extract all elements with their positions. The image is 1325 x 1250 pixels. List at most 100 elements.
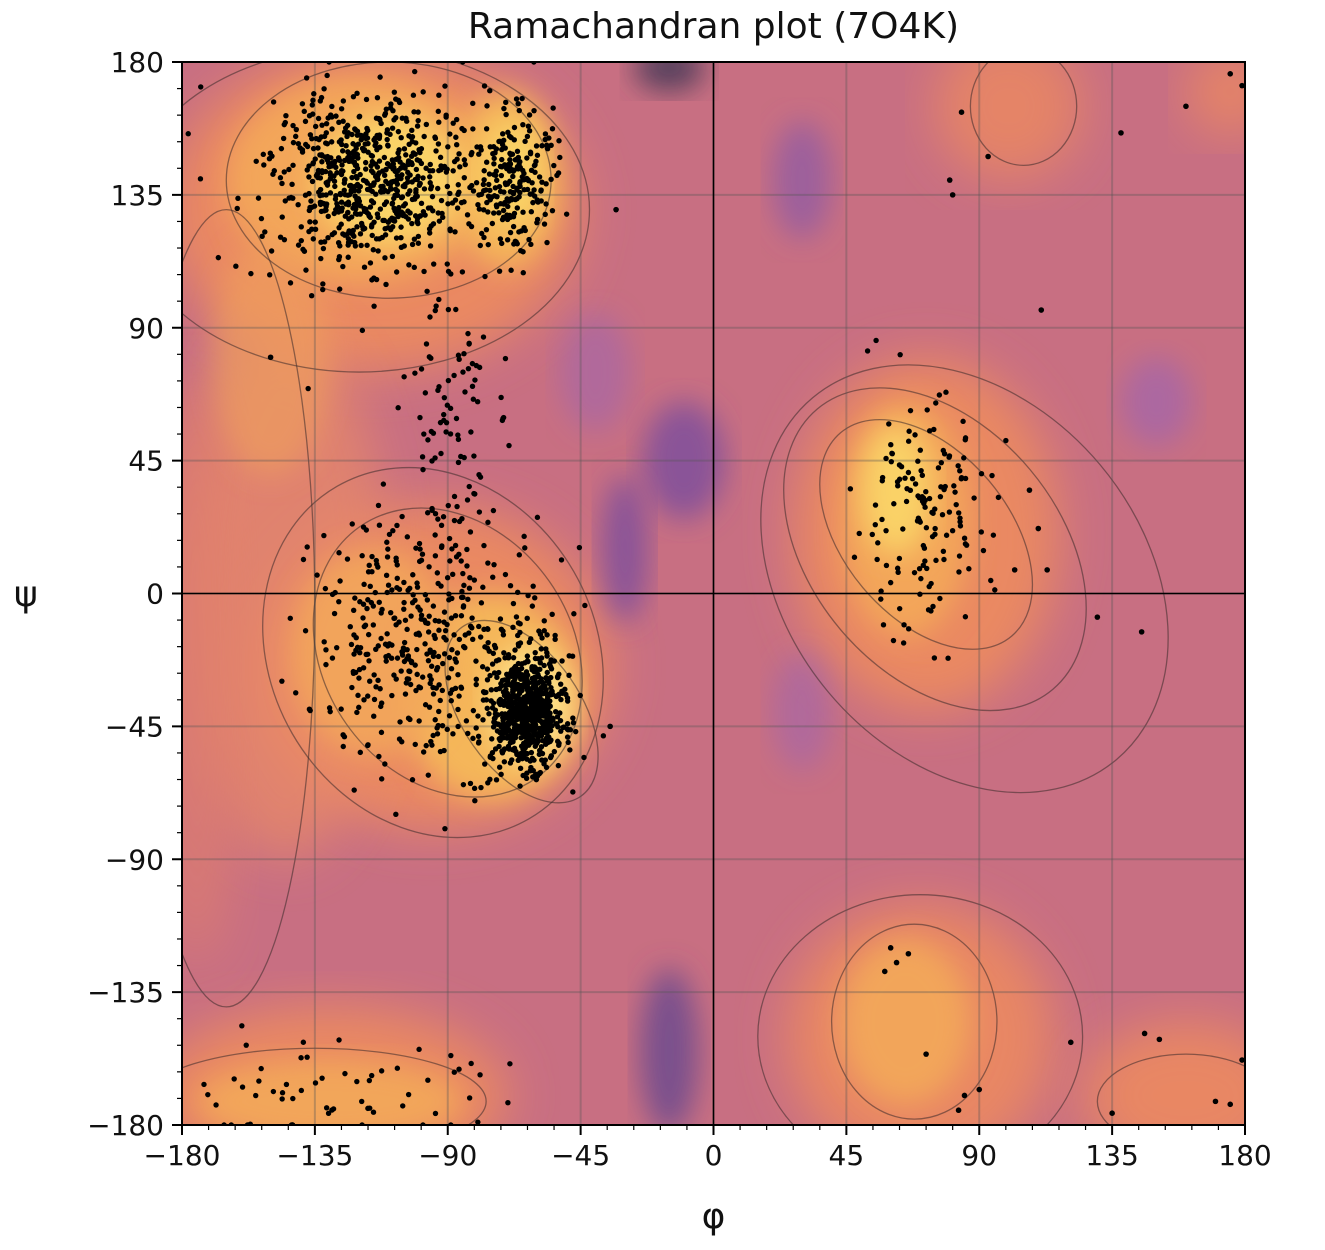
data-point xyxy=(1227,71,1234,77)
data-point xyxy=(447,227,453,234)
data-point xyxy=(536,679,542,686)
data-point xyxy=(253,1092,259,1099)
data-point xyxy=(341,157,348,164)
data-point xyxy=(466,483,472,490)
data-point xyxy=(462,389,468,395)
data-point xyxy=(1094,614,1101,620)
data-point xyxy=(384,127,391,133)
data-point xyxy=(397,719,403,725)
data-point xyxy=(401,374,407,380)
data-point xyxy=(467,529,474,535)
data-point xyxy=(402,165,408,171)
data-point xyxy=(395,97,402,104)
data-point xyxy=(557,710,563,716)
data-point xyxy=(491,161,497,167)
data-point xyxy=(352,127,359,133)
data-point xyxy=(529,603,536,609)
data-point xyxy=(931,655,938,661)
data-point xyxy=(253,158,259,164)
data-point xyxy=(543,764,550,771)
data-point xyxy=(557,154,563,161)
data-point xyxy=(445,502,451,509)
data-point xyxy=(548,674,554,681)
data-point xyxy=(396,211,402,218)
data-point xyxy=(432,553,439,559)
data-point xyxy=(420,175,426,181)
data-point xyxy=(436,627,442,633)
data-point xyxy=(303,267,309,273)
data-point xyxy=(887,579,894,586)
data-point xyxy=(406,668,412,674)
data-point xyxy=(528,636,534,642)
data-point xyxy=(319,168,325,174)
data-point xyxy=(895,483,901,489)
data-point xyxy=(337,243,343,249)
data-point xyxy=(905,438,912,444)
data-point xyxy=(441,634,447,641)
data-point xyxy=(433,303,439,309)
data-point xyxy=(1003,437,1009,444)
data-point xyxy=(548,684,554,691)
data-point xyxy=(943,389,949,395)
data-point xyxy=(407,585,413,591)
data-point xyxy=(364,605,370,612)
data-point xyxy=(487,88,493,94)
data-point xyxy=(527,149,534,155)
data-point xyxy=(538,646,544,652)
data-point xyxy=(471,490,477,497)
data-point xyxy=(901,622,907,628)
data-point xyxy=(1044,567,1050,573)
data-point xyxy=(521,186,527,193)
data-point xyxy=(517,183,523,190)
data-point xyxy=(427,243,434,249)
data-point xyxy=(366,1077,373,1084)
data-point xyxy=(354,709,360,716)
data-point xyxy=(231,1076,237,1082)
data-point xyxy=(383,658,389,664)
data-point xyxy=(392,615,398,621)
data-point xyxy=(349,231,356,238)
data-point xyxy=(378,1068,385,1074)
data-point xyxy=(531,187,537,193)
data-point xyxy=(481,168,487,174)
data-point xyxy=(468,429,474,435)
data-point xyxy=(480,181,487,188)
data-point xyxy=(432,635,438,642)
data-point xyxy=(501,650,507,656)
data-point xyxy=(966,566,972,572)
data-point xyxy=(962,614,969,620)
data-point xyxy=(923,489,929,495)
data-point xyxy=(370,247,377,253)
data-point xyxy=(420,89,426,95)
data-point xyxy=(316,136,322,143)
data-point xyxy=(905,626,912,632)
data-point xyxy=(453,141,460,148)
data-point xyxy=(369,553,375,560)
data-point xyxy=(461,454,467,461)
data-point xyxy=(354,224,360,230)
data-point xyxy=(365,631,372,638)
data-point xyxy=(394,1065,401,1071)
data-point xyxy=(517,727,524,734)
density-region xyxy=(196,1060,463,1125)
data-point xyxy=(414,123,421,129)
data-point xyxy=(505,1099,511,1106)
data-point xyxy=(485,519,491,526)
data-point xyxy=(902,475,908,481)
data-point xyxy=(917,591,923,597)
data-point xyxy=(514,148,521,155)
data-point xyxy=(345,201,352,208)
data-point xyxy=(281,169,287,175)
data-point xyxy=(449,546,455,552)
data-point xyxy=(318,239,324,245)
data-point xyxy=(920,495,927,501)
data-point xyxy=(492,645,499,651)
data-point xyxy=(459,516,465,522)
data-point xyxy=(515,660,522,667)
data-point xyxy=(508,673,515,679)
data-point xyxy=(385,219,391,225)
data-point xyxy=(442,825,448,832)
data-point xyxy=(441,619,447,625)
data-point xyxy=(432,717,438,723)
data-point xyxy=(532,722,539,728)
